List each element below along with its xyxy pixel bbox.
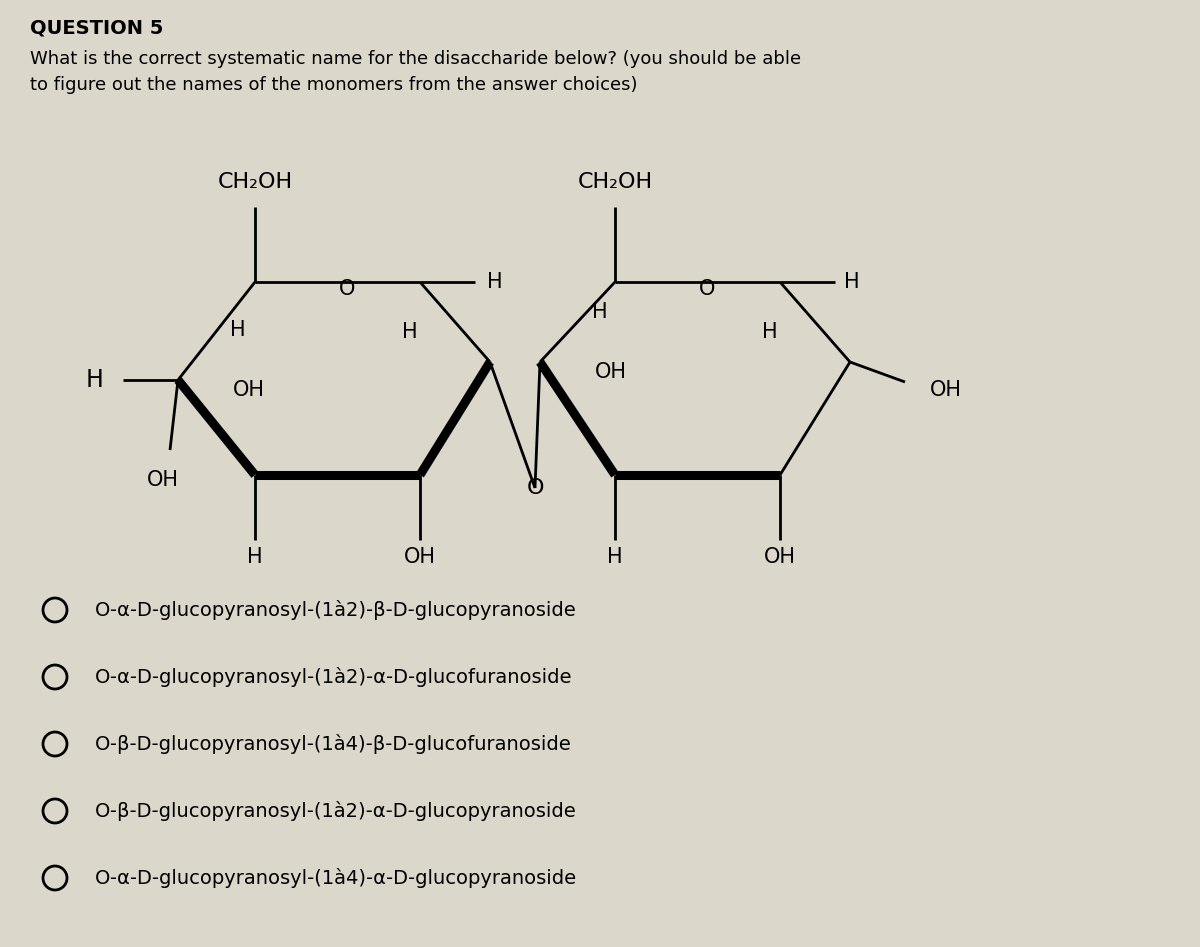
Text: O-β-D-glucopyranosyl-(1à2)-α-D-glucopyranoside: O-β-D-glucopyranosyl-(1à2)-α-D-glucopyra…: [95, 801, 577, 821]
Text: O-β-D-glucopyranosyl-(1à4)-β-D-glucofuranoside: O-β-D-glucopyranosyl-(1à4)-β-D-glucofura…: [95, 734, 571, 754]
Text: CH₂OH: CH₂OH: [577, 172, 653, 192]
Text: H: H: [592, 302, 608, 322]
Text: O: O: [698, 279, 715, 299]
Text: QUESTION 5: QUESTION 5: [30, 18, 163, 37]
Text: O-α-D-glucopyranosyl-(1à2)-α-D-glucofuranoside: O-α-D-glucopyranosyl-(1à2)-α-D-glucofura…: [95, 667, 572, 687]
Text: O-α-D-glucopyranosyl-(1à2)-β-D-glucopyranoside: O-α-D-glucopyranosyl-(1à2)-β-D-glucopyra…: [95, 600, 577, 620]
Text: OH: OH: [595, 362, 628, 382]
Text: OH: OH: [764, 547, 796, 567]
Text: H: H: [762, 322, 778, 342]
Text: H: H: [230, 320, 246, 340]
Text: OH: OH: [404, 547, 436, 567]
Text: H: H: [402, 322, 418, 342]
Text: H: H: [607, 547, 623, 567]
Text: What is the correct systematic name for the disaccharide below? (you should be a: What is the correct systematic name for …: [30, 50, 802, 95]
Text: O: O: [527, 478, 544, 498]
Text: H: H: [85, 368, 103, 392]
Text: H: H: [487, 272, 503, 292]
Text: OH: OH: [930, 380, 962, 400]
Text: H: H: [247, 547, 263, 567]
Text: H: H: [844, 272, 860, 292]
Text: OH: OH: [233, 380, 265, 400]
Text: CH₂OH: CH₂OH: [217, 172, 293, 192]
Text: OH: OH: [148, 470, 179, 490]
Text: O-α-D-glucopyranosyl-(1à4)-α-D-glucopyranoside: O-α-D-glucopyranosyl-(1à4)-α-D-glucopyra…: [95, 868, 577, 888]
Text: O: O: [338, 279, 355, 299]
